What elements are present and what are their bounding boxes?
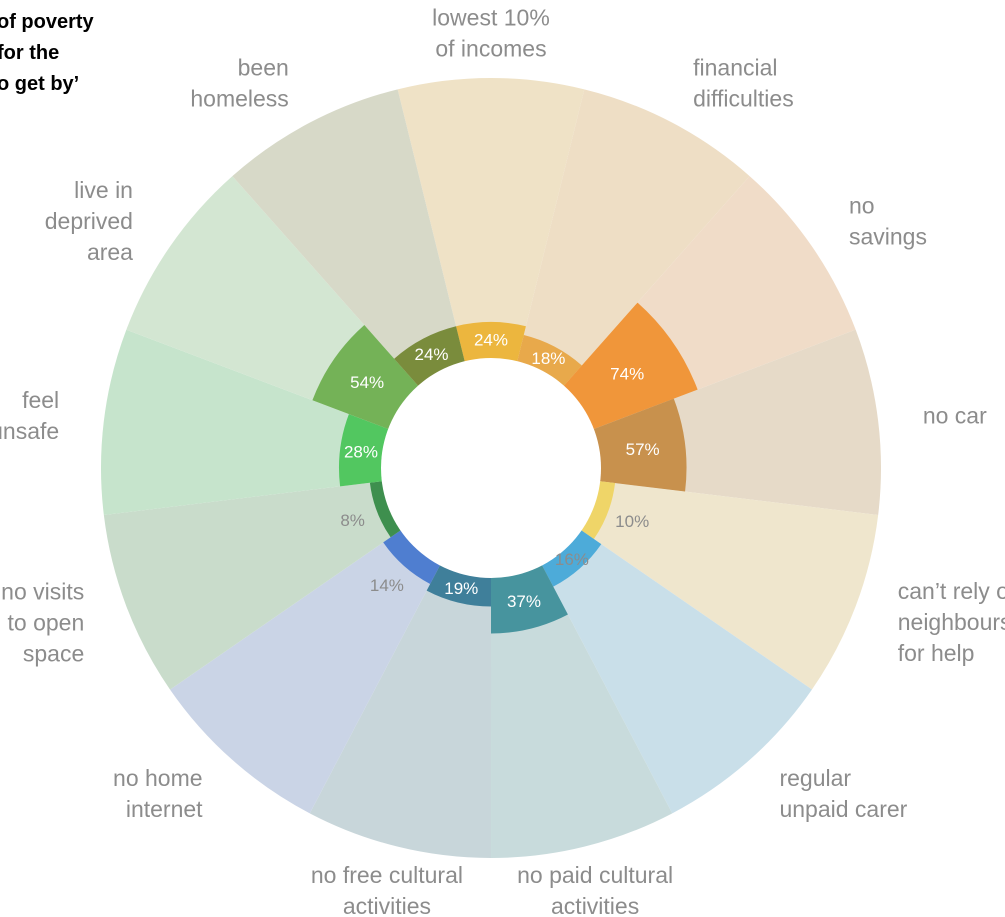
category-label: financial difficulties bbox=[693, 54, 794, 111]
category-label: feelunsafe bbox=[0, 387, 59, 444]
data-label: 24% bbox=[474, 331, 508, 350]
category-label: no home internet bbox=[113, 765, 203, 822]
data-label: 16% bbox=[555, 550, 589, 569]
data-label: 54% bbox=[350, 373, 384, 392]
value-bars bbox=[312, 302, 698, 634]
center-hole bbox=[381, 358, 601, 578]
background-sector bbox=[103, 481, 402, 690]
bar bbox=[383, 529, 441, 584]
bar bbox=[491, 564, 568, 634]
data-label: 8% bbox=[340, 511, 365, 530]
bar bbox=[312, 325, 419, 430]
background-sector bbox=[541, 529, 812, 814]
category-label: no car bbox=[923, 403, 987, 429]
category-label: no visits to open space bbox=[1, 578, 84, 666]
bar bbox=[592, 398, 687, 492]
data-label: 37% bbox=[507, 592, 541, 611]
background-sector bbox=[580, 481, 879, 690]
category-label: no free cultural activities bbox=[311, 862, 463, 917]
background-sectors bbox=[101, 78, 881, 858]
category-label: can’t rely onneighboursfor help bbox=[898, 578, 1005, 666]
background-sector bbox=[101, 329, 390, 516]
bar bbox=[517, 334, 582, 387]
bar bbox=[580, 481, 616, 540]
chart-title: of poverty for the o get by’ bbox=[0, 11, 95, 95]
category-label: live in deprived area bbox=[45, 177, 133, 265]
data-label: 74% bbox=[610, 364, 644, 383]
category-label: regular unpaid carer bbox=[779, 765, 907, 822]
data-label: 18% bbox=[531, 349, 565, 368]
background-sector bbox=[232, 89, 465, 387]
bar bbox=[369, 481, 402, 538]
bar bbox=[563, 302, 698, 430]
category-label: no paid cultural activities bbox=[517, 862, 673, 917]
title-line: of poverty bbox=[0, 11, 95, 33]
bar bbox=[394, 326, 465, 387]
data-label: 14% bbox=[370, 576, 404, 595]
data-label: 28% bbox=[344, 443, 378, 462]
category-labels: lowest 10% of incomes financial difficultie… bbox=[0, 5, 1005, 917]
category-label: no savings bbox=[849, 192, 927, 249]
background-sector bbox=[309, 564, 492, 858]
background-sector bbox=[491, 564, 673, 858]
category-label: lowest 10% of incomes bbox=[432, 5, 550, 62]
bar bbox=[541, 529, 602, 587]
category-label: been homeless bbox=[190, 54, 288, 111]
bar bbox=[426, 564, 492, 607]
data-label: 19% bbox=[444, 579, 478, 598]
bar bbox=[339, 414, 390, 487]
bar bbox=[456, 322, 526, 363]
title-line: o get by’ bbox=[0, 73, 79, 95]
background-sector bbox=[170, 529, 441, 814]
title-line: for the bbox=[0, 42, 59, 64]
data-label: 10% bbox=[615, 512, 649, 531]
data-label: 24% bbox=[414, 345, 448, 364]
value-labels: 24% 18% 74% 57% 10% 16% 37% 19% 14% 8% 28% 54% 24% bbox=[340, 331, 659, 612]
background-sector bbox=[397, 78, 585, 363]
background-sector bbox=[517, 89, 750, 387]
data-label: 57% bbox=[626, 440, 660, 459]
